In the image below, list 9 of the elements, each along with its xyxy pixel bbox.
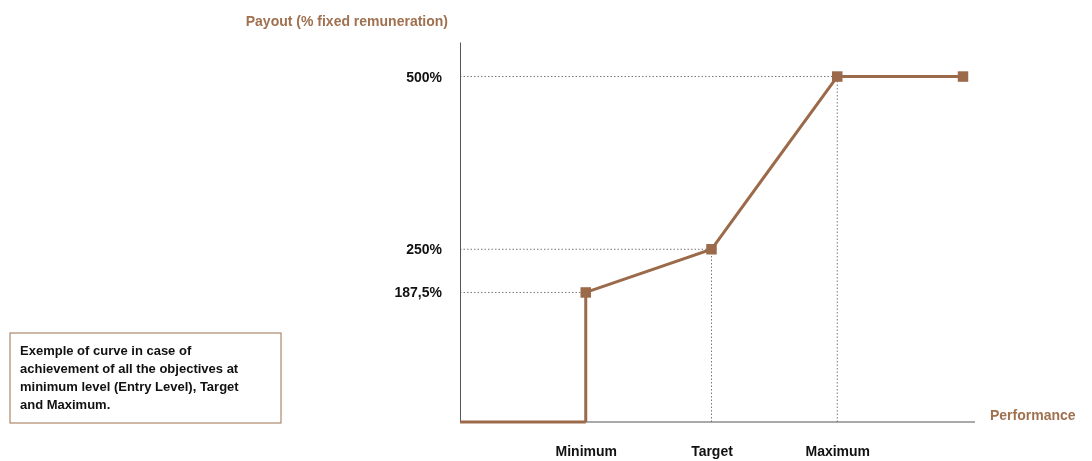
y-tick-label: 187,5% [394,284,443,301]
x-tick-label: Minimum [555,442,617,459]
x-tick-label: Target [691,442,734,459]
y-tick-label: 500% [406,68,443,85]
y-tick-label: 250% [406,241,443,258]
x-axis-title: Performance [990,407,1076,423]
y-axis-title: Payout (% fixed remuneration) [245,13,448,29]
text: Exemple of curve in case of achievement of all the objectives at minimum level (Entry Level), Target and Maximum. [20,343,240,412]
x-tick-label: Maximum [805,442,871,459]
